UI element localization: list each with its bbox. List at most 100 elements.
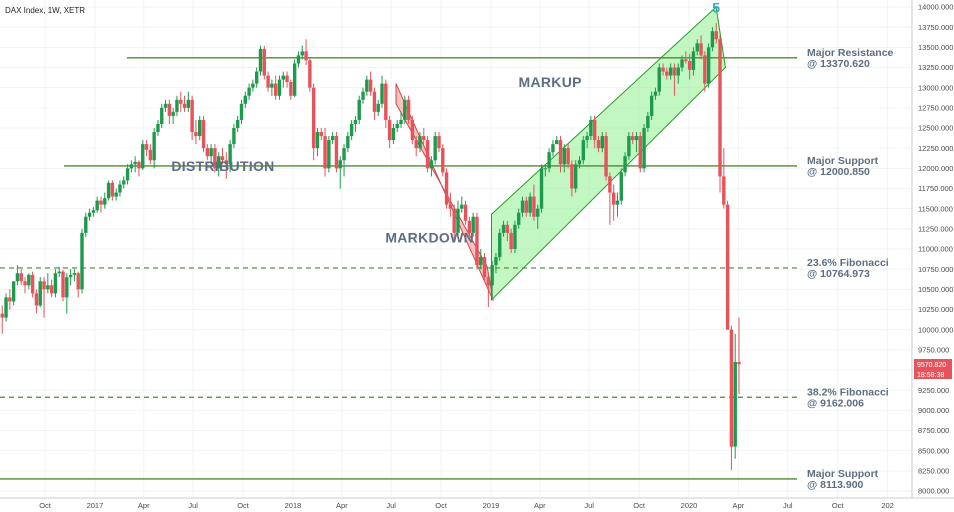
price-tick-label: 13500.000 xyxy=(918,43,953,52)
candle-body xyxy=(380,83,384,104)
candle-body xyxy=(592,119,597,141)
candle-body xyxy=(338,160,342,169)
time-axis[interactable]: Oct 2017 Apr Jul Oct 2018 Apr Jul Oct 2019 Apr Jul O… xyxy=(39,501,894,510)
candle-body xyxy=(551,144,555,153)
candle-body xyxy=(486,277,491,286)
candle-body xyxy=(611,192,616,205)
candle-body xyxy=(665,71,669,76)
candle-body xyxy=(680,59,684,68)
candle-body xyxy=(72,273,77,275)
time-tick-label: Jul xyxy=(783,501,793,510)
candle-body xyxy=(646,115,650,128)
chart-title: DAX Index, 1W, XETR xyxy=(5,6,85,15)
last-price-label: 9570.820 xyxy=(917,362,946,369)
candle-body xyxy=(46,285,50,290)
candle-body xyxy=(536,208,540,217)
candle-body xyxy=(254,71,259,84)
candle-body xyxy=(532,196,536,217)
candle-body xyxy=(475,216,479,266)
candle-body xyxy=(129,164,134,169)
price-tick-label: 13250.000 xyxy=(918,63,953,72)
candle-body xyxy=(570,164,574,189)
candle-body xyxy=(615,200,620,205)
candle-body xyxy=(714,31,718,40)
candle-body xyxy=(251,83,255,88)
time-tick-label: Jul xyxy=(188,501,198,510)
candle-body xyxy=(80,232,84,290)
candle-body xyxy=(201,119,206,149)
candle-body xyxy=(494,257,498,266)
candle-body xyxy=(653,91,658,96)
candle-body xyxy=(425,140,430,169)
level-value: @ 10764.973 xyxy=(807,268,870,280)
markdown-label: MARKDOWN xyxy=(385,230,474,246)
candle-body xyxy=(103,198,107,205)
candle-body xyxy=(319,132,323,137)
candle-body xyxy=(194,132,198,137)
countdown-label: 18:58:38 xyxy=(917,372,944,379)
candle-body xyxy=(539,168,544,209)
candle-body xyxy=(315,132,320,149)
candle-body xyxy=(65,277,69,298)
price-tick-label: 10250.000 xyxy=(918,305,953,314)
candle-body xyxy=(137,161,141,169)
price-tick-label: 12500.000 xyxy=(918,124,953,133)
candle-body xyxy=(737,361,741,365)
candle-body xyxy=(437,136,441,149)
candle-body xyxy=(205,148,210,157)
time-tick-label: 202 xyxy=(881,501,894,510)
time-tick-label: Jul xyxy=(386,501,396,510)
candle-body xyxy=(353,119,358,124)
candle-body xyxy=(270,83,274,88)
candle-body xyxy=(600,136,604,149)
candle-body xyxy=(68,274,73,278)
candle-body xyxy=(311,87,316,149)
candle-body xyxy=(114,192,118,197)
candle-body xyxy=(217,156,221,169)
candle-body xyxy=(30,274,35,294)
candle-body xyxy=(543,168,548,170)
candle-body xyxy=(558,140,563,165)
candle-body xyxy=(524,200,529,213)
candle-body xyxy=(175,99,179,112)
candle-body xyxy=(372,91,377,112)
candle-body xyxy=(361,91,365,100)
candle-body xyxy=(334,136,339,169)
candle-body xyxy=(84,216,88,233)
level-name: 23.6% Fibonacci xyxy=(807,257,889,269)
level-value: @ 12000.850 xyxy=(807,166,870,178)
candle-body xyxy=(296,55,301,64)
candle-body xyxy=(619,172,623,201)
candle-body xyxy=(627,136,631,157)
candle-body xyxy=(687,61,692,70)
candle-body xyxy=(327,140,331,169)
candle-body xyxy=(547,152,551,169)
candle-body xyxy=(99,200,103,205)
candle-body xyxy=(456,208,460,233)
candle-body xyxy=(76,273,80,290)
candle-body xyxy=(589,119,593,137)
candle-body xyxy=(323,136,327,169)
candle-body xyxy=(441,148,445,173)
price-tick-label: 9250.000 xyxy=(918,386,949,395)
candle-body xyxy=(574,164,578,189)
price-tick-label: 10750.000 xyxy=(918,265,953,274)
price-tick-label: 8250.000 xyxy=(918,466,949,475)
candle-body xyxy=(706,47,711,84)
candle-body xyxy=(243,95,247,104)
candle-body xyxy=(433,136,437,161)
candle-series xyxy=(0,23,741,471)
candle-body xyxy=(623,156,627,173)
candle-body xyxy=(342,148,346,161)
candle-body xyxy=(57,271,61,274)
candle-body xyxy=(262,48,266,76)
candle-body xyxy=(53,273,58,294)
candle-body xyxy=(391,128,396,141)
time-tick-label: Oct xyxy=(237,501,250,510)
candle-body xyxy=(501,224,506,233)
level-name: 38.2% Fibonacci xyxy=(807,386,889,398)
price-tick-label: 12750.000 xyxy=(918,103,953,112)
level-value: @ 9162.006 xyxy=(807,397,864,409)
candle-body xyxy=(182,103,187,108)
